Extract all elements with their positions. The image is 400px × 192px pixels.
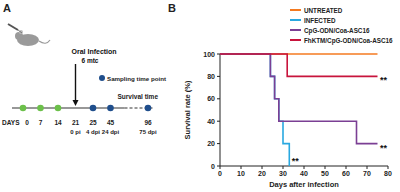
dpi-label: 75 dpi [139,129,157,135]
day-label: 21 [72,119,80,126]
day-label: 25 [89,119,97,126]
y-tick-label: 80 [207,73,215,80]
day-label: 96 [144,119,152,126]
y-axis [220,54,221,166]
x-tick [367,166,368,169]
y-tick-label: 0 [211,163,215,170]
survival-label: Survival time [118,93,159,100]
significance-annotation: ** [292,156,300,166]
x-tick [346,166,347,169]
legend-swatch [290,39,301,41]
infection-arrow [75,64,76,103]
day-label: 0 [25,119,29,126]
x-tick [241,166,242,169]
mouse-tail [39,40,50,43]
days-label: DAYS [2,119,20,126]
x-tick-label: 0 [218,170,222,177]
sampling-dot [145,105,152,112]
sampling-dot [90,105,97,112]
x-tick [304,166,305,169]
sampling-dot [107,105,114,112]
day-label: 7 [39,119,43,126]
x-tick [262,166,263,169]
plot-area [220,54,378,166]
y-tick [217,121,220,122]
dpi-label: 4 dpi [86,129,100,135]
sampling-legend-label: Sampling time point [107,75,166,82]
x-tick-label: 10 [237,170,245,177]
syringe [8,24,18,30]
y-tick [217,76,220,77]
x-axis-label: Days after infection [269,180,339,189]
immunization-dot [37,105,44,112]
legend-label: CpG-ODN/Coa-ASC16 [304,27,370,35]
legend-label: INFECTED [304,17,336,24]
x-tick-label: 70 [363,170,371,177]
infection-arrowhead [73,100,79,106]
significance-annotation: ** [380,75,388,85]
infection-dose: 6 mtc [82,57,99,64]
y-tick-label: 40 [207,118,215,125]
x-tick-label: 20 [258,170,266,177]
infection-label: Oral Infection [72,48,117,55]
day-label: 14 [54,119,62,126]
x-tick-label: 40 [300,170,308,177]
immunization-dot [55,105,62,112]
x-tick-label: 60 [342,170,350,177]
x-tick-label: 80 [384,170,392,177]
sampling-legend-dot [99,75,105,81]
y-tick [217,98,220,99]
x-tick [220,166,221,169]
dpi-label: 0 pi [70,129,81,135]
x-tick [388,166,389,169]
x-tick [325,166,326,169]
legend-swatch [290,19,301,21]
y-tick-label: 20 [207,140,215,147]
survival-line [220,54,378,144]
mouse-ear [19,30,23,34]
panel-label: B [168,2,176,14]
immunization-dot [20,105,27,112]
y-axis-label: Survival rate (%) [183,80,192,139]
x-tick [283,166,284,169]
day-label: 45 [107,119,115,126]
x-tick-label: 30 [279,170,287,177]
panel-label: A [3,2,11,14]
dpi-label: 24 dpi [102,129,120,135]
legend-label: UNTREATED [304,7,343,14]
y-tick-label: 100 [203,51,215,58]
significance-annotation: ** [380,143,388,153]
x-tick-label: 50 [321,170,329,177]
legend-swatch [290,29,301,31]
legend-swatch [290,9,301,11]
y-tick [217,143,220,144]
survival-line [220,54,378,76]
figure: A DAYS 0 7 14 21 0 pi Oral Infection 6 mtc 25 4 dp… [0,0,400,192]
y-tick [217,54,220,55]
legend-label: FhKTM/CpG-ODN/Coa-ASC16 [304,37,393,45]
mouse-icon [8,24,50,46]
y-tick-label: 60 [207,95,215,102]
syringe-needle [18,30,22,33]
